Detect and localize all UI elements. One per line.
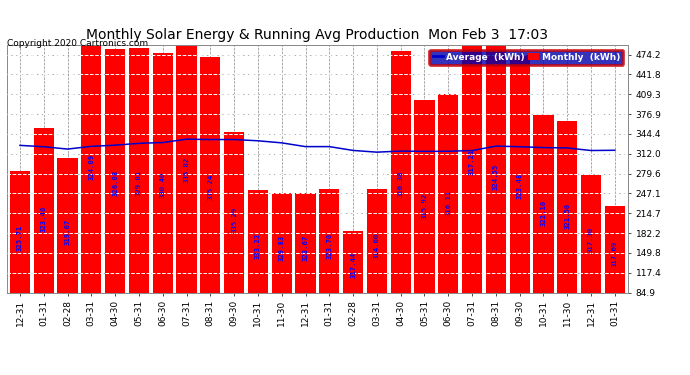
Text: 322.10: 322.10 [540,200,546,226]
Bar [105,49,126,292]
Bar [295,193,315,292]
Bar [129,48,149,292]
Bar [391,51,411,292]
Text: 323.70: 323.70 [326,232,333,259]
Bar [438,94,458,292]
Bar [462,3,482,292]
Bar [272,193,292,292]
Bar [415,100,435,292]
Text: 316.11: 316.11 [445,190,451,216]
Text: 319.67: 319.67 [65,219,70,245]
Text: 329.83: 329.83 [279,234,285,261]
Text: 317.30: 317.30 [588,226,594,253]
Text: 324.09: 324.09 [88,154,95,180]
Bar [319,189,339,292]
Text: 326.08: 326.08 [112,170,118,196]
Legend: Average  (kWh), Monthly  (kWh): Average (kWh), Monthly (kWh) [429,50,623,65]
Text: 323.67: 323.67 [302,234,308,261]
Bar [581,175,601,292]
Bar [224,132,244,292]
Bar [57,158,78,292]
Text: Copyright 2020 Cartronics.com: Copyright 2020 Cartronics.com [7,39,148,48]
Bar [557,122,578,292]
Bar [34,128,54,292]
Bar [343,231,363,292]
Text: 335.24: 335.24 [207,174,213,200]
Text: 325.71: 325.71 [17,225,23,251]
Bar [509,56,530,292]
Title: Monthly Solar Energy & Running Avg Production  Mon Feb 3  17:03: Monthly Solar Energy & Running Avg Produ… [86,28,549,42]
Bar [367,189,387,292]
Text: 324.55: 324.55 [493,164,499,190]
Bar [81,14,101,292]
Text: 321.50: 321.50 [564,202,570,229]
Text: 335.82: 335.82 [184,157,190,183]
Text: 316.38: 316.38 [397,171,404,197]
Bar [486,36,506,292]
Text: 317.21: 317.21 [469,149,475,175]
Text: 330.40: 330.40 [160,172,166,198]
Bar [10,171,30,292]
Bar [177,20,197,292]
Bar [248,190,268,292]
Text: 329.01: 329.01 [136,170,142,196]
Text: 317.69: 317.69 [612,240,618,267]
Text: 333.22: 333.22 [255,233,261,260]
Bar [604,206,625,292]
Text: 315.92: 315.92 [422,193,428,219]
Text: 317.44: 317.44 [350,252,356,278]
Bar [533,115,553,292]
Text: 323.48: 323.48 [517,173,522,199]
Text: 335.29: 335.29 [231,207,237,233]
Bar [152,53,173,292]
Text: 323.46: 323.46 [41,206,47,232]
Bar [200,57,220,292]
Text: 314.60: 314.60 [374,232,380,259]
